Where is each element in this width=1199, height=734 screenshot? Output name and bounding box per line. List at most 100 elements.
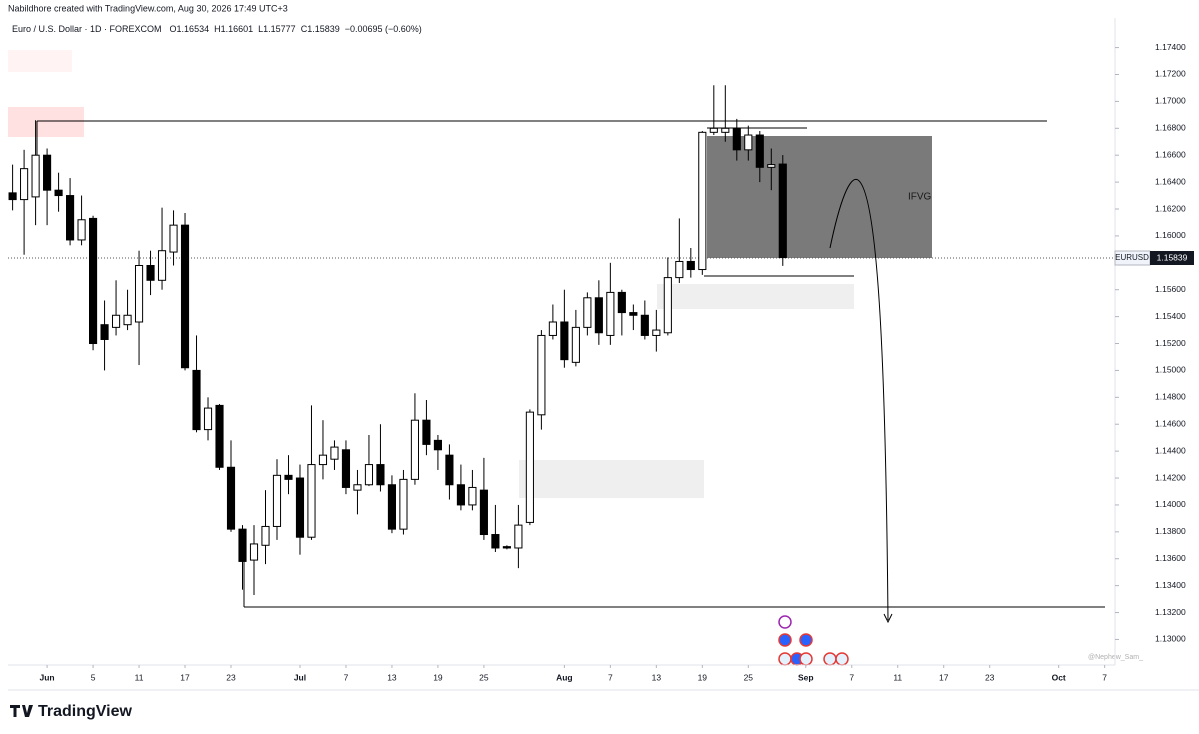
x-tick-label: 17	[180, 672, 190, 682]
ohlc-value: 1.15777	[263, 24, 296, 34]
candle-body	[686, 260, 695, 271]
ohlc-value: 1.16534	[177, 24, 210, 34]
y-tick-label: 1.16400	[1155, 176, 1186, 186]
x-tick-label: 5	[91, 672, 96, 682]
y-tick-label: 1.13200	[1155, 607, 1186, 617]
candle-body	[525, 411, 534, 523]
y-tick-label: 1.17200	[1155, 69, 1186, 79]
ohlc-prefix: C	[301, 24, 308, 34]
candle-body	[629, 312, 638, 316]
y-tick-label: 1.17000	[1155, 96, 1186, 106]
y-tick-label: 1.16800	[1155, 123, 1186, 133]
event-icon	[823, 652, 837, 666]
candle-body	[422, 419, 431, 445]
projection-arrow	[829, 178, 889, 621]
supply-zone	[8, 107, 84, 137]
candle-body	[77, 219, 86, 241]
candle-body	[514, 524, 523, 549]
candle-body	[157, 250, 167, 281]
candles	[8, 85, 787, 596]
x-tick-label: 7	[849, 672, 854, 682]
candle-body	[640, 314, 649, 336]
y-tick-label: 1.15400	[1155, 311, 1186, 321]
candle-body	[134, 265, 144, 323]
x-tick-label: 19	[433, 672, 443, 682]
x-tick-label: 25	[744, 672, 754, 682]
price-tag: 1.15839	[1157, 252, 1188, 262]
candle-body	[594, 297, 603, 334]
x-tick-label: 23	[985, 672, 995, 682]
author-line: Nabildhore created with TradingView.com,…	[8, 3, 288, 13]
candle-body	[272, 474, 282, 527]
y-tick-label: 1.13000	[1155, 634, 1186, 644]
x-tick-label: Sep	[798, 672, 814, 682]
y-tick-label: 1.14400	[1155, 445, 1186, 455]
symbol-tag: EURUSD	[1115, 253, 1149, 262]
candle-body	[307, 464, 316, 538]
candle-body	[215, 404, 224, 468]
x-tick-label: 7	[344, 672, 349, 682]
brand: TradingView	[38, 703, 133, 720]
event-icon	[799, 652, 813, 666]
candle-body	[261, 525, 270, 546]
brand-logo	[10, 705, 33, 717]
ohlc-value: 1.16601	[221, 24, 254, 34]
y-tick-label: 1.14000	[1155, 499, 1186, 509]
y-tick-label: 1.16000	[1155, 230, 1186, 240]
ohlc-value: 1.15839	[307, 24, 340, 34]
x-tick-label: 7	[1102, 672, 1107, 682]
y-tick-label: 1.14600	[1155, 418, 1186, 428]
candle-body	[479, 489, 488, 536]
event-icon	[778, 633, 792, 647]
y-tick-label: 1.13600	[1155, 553, 1186, 563]
candle-body	[583, 297, 592, 328]
y-tick-label: 1.14200	[1155, 472, 1186, 482]
symbol-legend: Euro / U.S. Dollar · 1D · FOREXCOM O1.165…	[12, 24, 422, 34]
zone-faint	[8, 50, 72, 72]
candle-body	[548, 321, 557, 336]
candle-body	[180, 224, 190, 369]
candle-body	[364, 464, 374, 486]
candle-body	[617, 291, 626, 314]
candle-body	[89, 217, 98, 345]
x-tick-label: 13	[652, 672, 662, 682]
gap-zone	[519, 460, 704, 498]
ohlc-prefix: L	[258, 24, 263, 34]
candle-body	[353, 484, 362, 491]
candle-body	[43, 154, 52, 191]
candle-body	[123, 314, 132, 326]
ohlc-prefix: O	[170, 24, 177, 34]
event-icon	[835, 652, 849, 666]
candle-body	[468, 486, 477, 506]
y-tick-label: 1.16200	[1155, 203, 1186, 213]
candle-body	[284, 474, 293, 480]
gap-zone	[657, 284, 854, 309]
x-tick-label: Oct	[1052, 672, 1066, 682]
x-tick-label: 23	[226, 672, 236, 682]
ifvg-label: IFVG	[908, 192, 932, 203]
candle-body	[66, 195, 75, 241]
ohlc-prefix: H	[214, 24, 221, 34]
event-icon	[799, 633, 813, 647]
ifvg-zone	[707, 136, 932, 258]
x-tick-label: 11	[135, 672, 144, 682]
candle-body	[295, 477, 305, 538]
candle-body	[238, 528, 247, 562]
event-icon	[778, 615, 792, 629]
candle-body	[445, 454, 454, 486]
candle-body	[491, 534, 500, 549]
x-tick-label: 25	[479, 672, 489, 682]
candle-body	[410, 419, 419, 480]
x-tick-label: 13	[387, 672, 397, 682]
candle-body	[732, 127, 741, 151]
candle-body	[709, 127, 718, 133]
y-tick-label: 1.13400	[1155, 580, 1186, 590]
candle-body	[537, 334, 546, 416]
change: −0.00695 (−0.60%)	[345, 24, 422, 34]
candle-body	[249, 543, 259, 561]
candle-body	[675, 260, 684, 279]
candle-body	[387, 484, 397, 530]
candle-body	[341, 449, 351, 488]
candle-body	[203, 407, 213, 431]
